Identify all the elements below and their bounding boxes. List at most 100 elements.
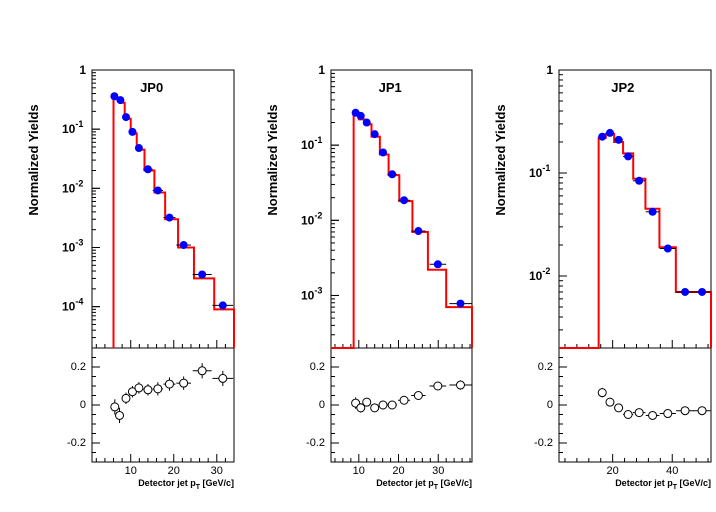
y-tick-label: 10-2 [62, 178, 83, 195]
data-point [370, 130, 379, 139]
panel-jp2: 10-2 10-1 1 20 40 -0.2 0 0.2 JP2 Normalized Yield… [493, 63, 712, 491]
ratio-point [663, 409, 673, 419]
ratio-point [153, 384, 163, 394]
ratio-y-tick-label: -0.2 [67, 437, 86, 449]
ratio-frame [558, 347, 712, 463]
data-point [598, 132, 607, 141]
ratio-point [605, 397, 615, 407]
ratio-point [110, 402, 120, 412]
data-point [110, 92, 119, 101]
ratio-point [197, 366, 207, 376]
x-tick-label: 30 [432, 465, 444, 477]
data-point [400, 196, 409, 205]
x-tick-label: 30 [211, 465, 223, 477]
histogram-line [331, 111, 473, 349]
data-point [218, 301, 227, 310]
x-tick-label: 20 [607, 465, 619, 477]
ratio-point [179, 378, 189, 388]
ratio-point [378, 400, 388, 410]
y-tick-label: 10-3 [62, 237, 83, 254]
ratio-point [127, 387, 137, 397]
ratio-point [356, 403, 366, 413]
ratio-point [115, 410, 125, 420]
y-axis-label: Normalized Yields [493, 104, 508, 215]
panel-title: JP0 [140, 80, 163, 95]
ratio-point [623, 410, 633, 419]
ratio-point [218, 373, 228, 383]
x-tick-label: 40 [666, 465, 678, 477]
ratio-y-tick-label: -0.2 [534, 437, 553, 449]
data-point [433, 260, 442, 269]
data-point [121, 113, 130, 122]
panel-jp1: 10-3 10-2 10-1 1 10 20 30 -0.2 0 0.2 JP1 Normalized… [265, 63, 473, 491]
x-tick-label: 20 [168, 465, 180, 477]
y-tick-label: 1 [318, 63, 325, 77]
y-axis-label: Normalized Yields [265, 104, 280, 215]
ratio-point [648, 410, 658, 420]
data-point [116, 96, 125, 105]
y-tick-label: 10-2 [301, 210, 322, 227]
data-point [681, 287, 690, 296]
ratio-point [614, 403, 624, 413]
ratio-y-tick-label: 0 [80, 399, 86, 411]
data-point [356, 111, 365, 120]
histogram-line [559, 132, 712, 349]
data-point [165, 213, 174, 222]
x-axis-label: Detector jet pT [GeV/c] [138, 478, 234, 491]
panel-title: JP2 [611, 80, 634, 95]
ratio-point [387, 400, 397, 410]
data-point [134, 144, 143, 153]
upper-frame [558, 69, 712, 349]
data-point [605, 128, 614, 137]
data-point [143, 165, 152, 174]
y-tick-label: 10-4 [62, 297, 83, 314]
data-point [456, 299, 465, 308]
data-point [362, 118, 371, 127]
ratio-point [134, 383, 144, 393]
ratio-point [399, 395, 409, 405]
ratio-point [370, 403, 380, 413]
data-point [635, 176, 644, 185]
x-tick-label: 10 [353, 465, 365, 477]
data-point [648, 207, 657, 216]
ratio-point [433, 381, 443, 391]
data-point [663, 244, 672, 253]
ratio-point [143, 385, 153, 395]
y-tick-label: 1 [79, 63, 86, 77]
ratio-point [634, 408, 644, 418]
ratio-y-tick-label: 0 [547, 399, 553, 411]
ratio-point [455, 380, 465, 390]
ratio-point [121, 393, 131, 403]
x-tick-label: 10 [125, 465, 137, 477]
ratio-y-tick-label: 0.2 [310, 361, 325, 373]
ratio-y-tick-label: -0.2 [306, 437, 325, 449]
data-point [414, 227, 423, 236]
ratio-y-tick-label: 0.2 [71, 361, 86, 373]
data-point [379, 148, 388, 157]
ratio-y-tick-label: 0.2 [538, 361, 553, 373]
y-tick-label: 10-1 [301, 135, 322, 152]
ratio-point [697, 406, 707, 416]
y-tick-label: 1 [546, 63, 553, 77]
data-point [624, 152, 633, 161]
x-axis-label: Detector jet pT [GeV/c] [615, 478, 711, 491]
ratio-point [597, 388, 607, 398]
data-point [614, 135, 623, 144]
panel-title: JP1 [379, 80, 402, 95]
data-point [198, 270, 207, 279]
data-point [388, 170, 397, 179]
data-point [153, 186, 162, 195]
y-tick-label: 10-3 [301, 285, 322, 302]
y-axis-label: Normalized Yields [26, 104, 41, 215]
x-tick-label: 20 [392, 465, 404, 477]
data-point [698, 287, 707, 296]
y-tick-label: 10-2 [529, 266, 550, 283]
data-point [128, 127, 137, 136]
data-point [179, 241, 188, 250]
panel-jp0: 10-4 10-3 10-2 10-1 1 10 20 30 -0.2 0 0.2 JP0 Normal… [26, 63, 235, 491]
y-tick-label: 10-1 [62, 119, 83, 136]
ratio-point [413, 391, 423, 400]
y-tick-label: 10-1 [529, 163, 550, 180]
ratio-y-tick-label: 0 [319, 399, 325, 411]
